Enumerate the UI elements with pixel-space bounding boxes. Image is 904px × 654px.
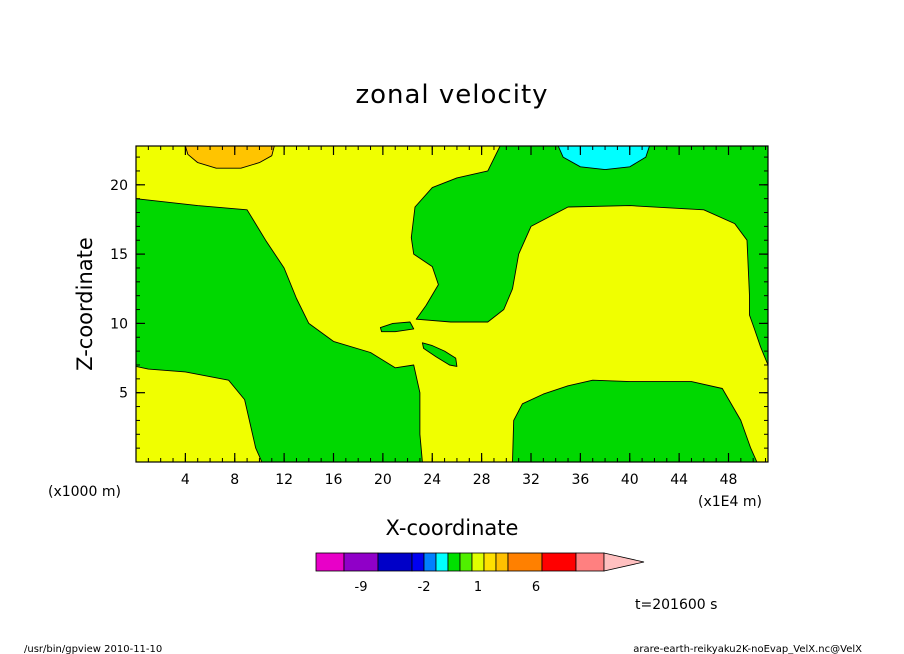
colorbar-swatch [541, 552, 577, 572]
contour-region-top-right-cell [557, 146, 650, 171]
time-annotation: t=201600 s [635, 597, 717, 613]
contour-region-top-left-cell [184, 146, 275, 169]
colorbar-swatch [423, 552, 437, 572]
plot-frame [135, 145, 769, 463]
colorbar-label: -9 [355, 580, 368, 595]
colorbar-swatch [343, 552, 379, 572]
contour-region-top-right [410, 146, 768, 366]
x-tick-label: 4 [181, 472, 190, 488]
x-tick-label: 48 [720, 472, 738, 488]
colorbar-swatch [495, 552, 509, 572]
colorbar-swatch [471, 552, 485, 572]
colorbar-swatch [459, 552, 473, 572]
x-tick-label: 36 [571, 472, 589, 488]
contour-region-small-blob-diagonal [421, 342, 458, 367]
y-tick-label: 10 [110, 316, 128, 332]
colorbar-swatch [315, 552, 345, 572]
x-unit-left: (x1000 m) [48, 484, 121, 500]
x-tick-label: 16 [325, 472, 343, 488]
footer-right: arare-earth-reikyaku2K-noEvap_VelX.nc@Ve… [633, 644, 862, 654]
colorbar: -9 -2 1 6 [315, 552, 645, 595]
colorbar-swatch [377, 552, 413, 572]
colorbar-triangle [603, 552, 645, 572]
y-tick-label: 20 [110, 178, 128, 194]
colorbar-label: 1 [474, 580, 482, 595]
x-unit-right: (x1E4 m) [698, 494, 762, 510]
chart-title: zonal velocity [355, 80, 548, 110]
colorbar-swatch [435, 552, 449, 572]
x-tick-label: 44 [670, 472, 688, 488]
y-tick-label: 15 [110, 247, 128, 263]
colorbar-label: -2 [418, 580, 431, 595]
x-tick-label: 32 [522, 472, 540, 488]
y-axis-label: Z-coordinate [73, 237, 97, 371]
x-tick-label: 24 [423, 472, 441, 488]
colorbar-swatch [483, 552, 497, 572]
contour-region-small-blob-center [379, 321, 415, 333]
x-tick-label: 28 [473, 472, 491, 488]
colorbar-swatch [575, 552, 605, 572]
x-tick-label: 8 [230, 472, 239, 488]
contour-region-left-middle [136, 198, 423, 462]
y-tick-label: 5 [119, 386, 128, 402]
footer-left: /usr/bin/gpview 2010-11-10 [24, 644, 162, 654]
x-tick-label: 20 [374, 472, 392, 488]
colorbar-swatch [507, 552, 543, 572]
x-axis-label: X-coordinate [386, 516, 519, 540]
colorbar-swatch [411, 552, 425, 572]
x-tick-label: 40 [621, 472, 639, 488]
contour-region-bottom-right [512, 379, 758, 462]
colorbar-swatch [447, 552, 461, 572]
colorbar-label: 6 [532, 580, 540, 595]
x-tick-label: 12 [275, 472, 293, 488]
